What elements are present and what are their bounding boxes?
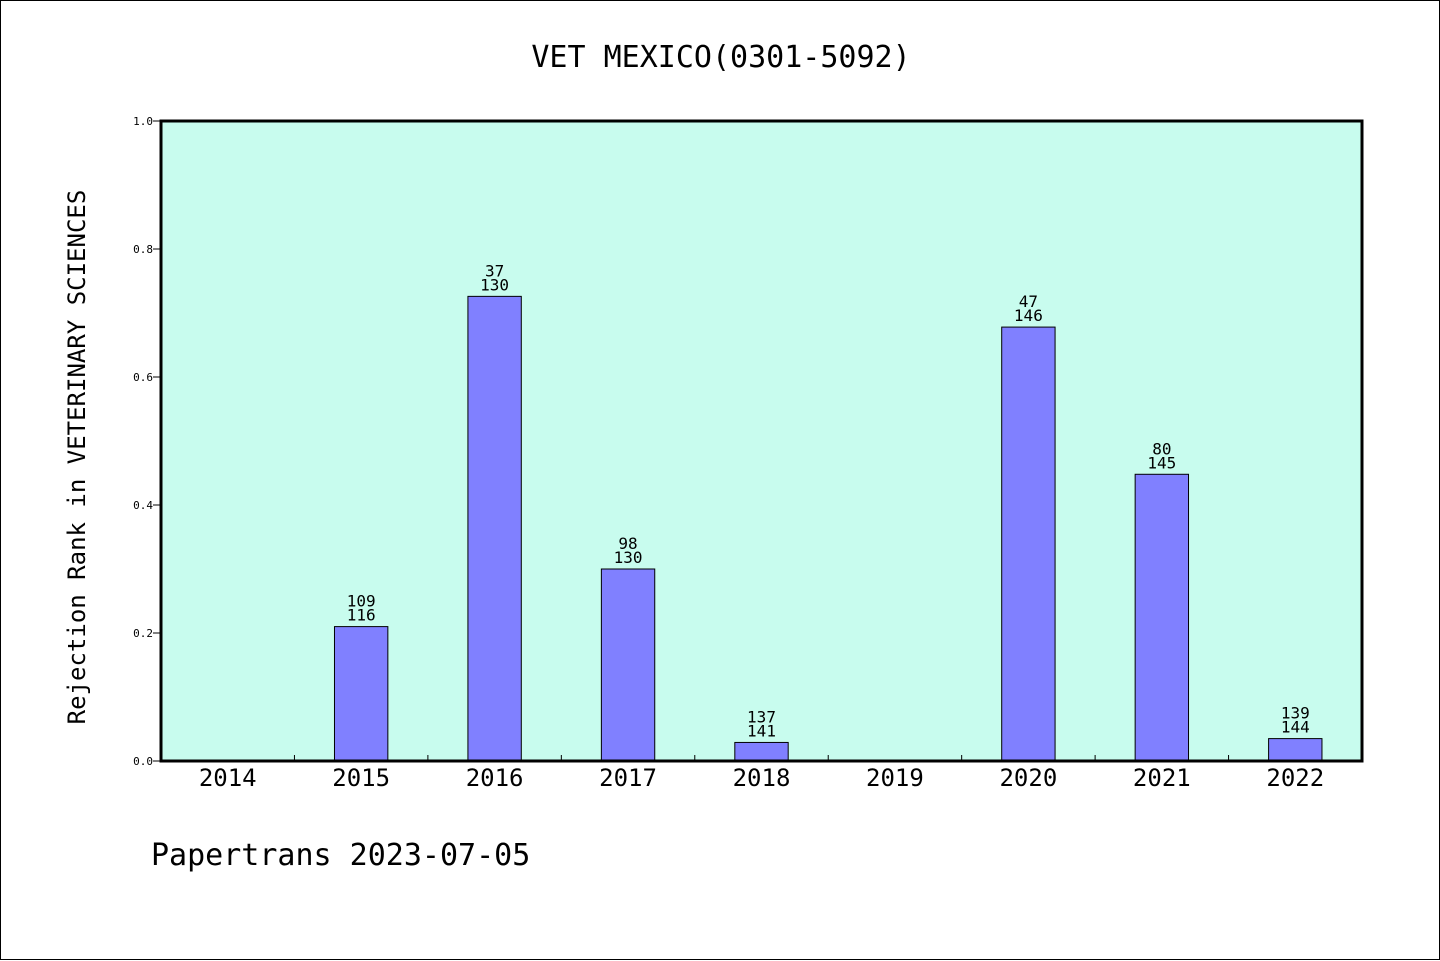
bars [333,295,1323,762]
y-axis-ticks: 0.0 0.2 0.4 0.6 0.8 1.0 [133,115,161,768]
plot-border [159,119,1364,763]
bar-label-rank: 80 [1152,439,1171,458]
x-tick-label: 2022 [1266,764,1324,792]
x-tick-label: 2014 [199,764,257,792]
y-tick-label: 0.2 [133,627,153,640]
bar-label-total: 141 [747,721,776,740]
bar-2017 [600,568,656,762]
x-tick-label: 2015 [332,764,390,792]
bar-label-total: 146 [1014,306,1043,325]
x-tick-label: 2016 [466,764,524,792]
bar-label-total: 145 [1147,453,1176,472]
bar-2016 [467,295,522,762]
bar-2021 [1134,473,1190,762]
x-tick-label: 2017 [599,764,657,792]
footer-text: Papertrans 2023-07-05 [151,838,530,873]
y-tick-label: 0.6 [133,371,153,384]
y-tick-label: 0.4 [133,499,153,512]
y-tick-label: 0.0 [133,755,153,768]
bar-label-total: 130 [614,548,643,567]
x-tick-label: 2019 [866,764,924,792]
y-tick-label: 0.8 [133,243,153,256]
bar-2018 [734,741,789,762]
bar-label-total: 116 [347,606,376,625]
y-axis-label: Rejection Rank in VETERINARY SCIENCES [63,190,91,725]
bar-label-rank: 37 [485,261,504,280]
x-tick-label: 2020 [999,764,1057,792]
bar-2015 [333,626,389,762]
bar-label-rank: 139 [1281,704,1310,723]
bar-2020 [1001,326,1056,762]
bar-label-rank: 98 [618,534,637,553]
bar-label-total: 130 [480,275,509,294]
bar-label-rank: 47 [1019,292,1038,311]
y-tick-label: 1.0 [133,115,153,128]
x-axis-ticks: 2014 2015 2016 2017 2018 2019 2020 2021 2022 [199,755,1324,792]
bar-label-rank: 137 [747,707,776,726]
bar-label-total: 144 [1281,718,1310,737]
bar-2022 [1268,738,1323,762]
chart-title: VET MEXICO(0301-5092) [531,40,910,75]
bar-label-rank: 109 [347,592,376,611]
x-tick-label: 2021 [1133,764,1191,792]
x-tick-label: 2018 [733,764,791,792]
